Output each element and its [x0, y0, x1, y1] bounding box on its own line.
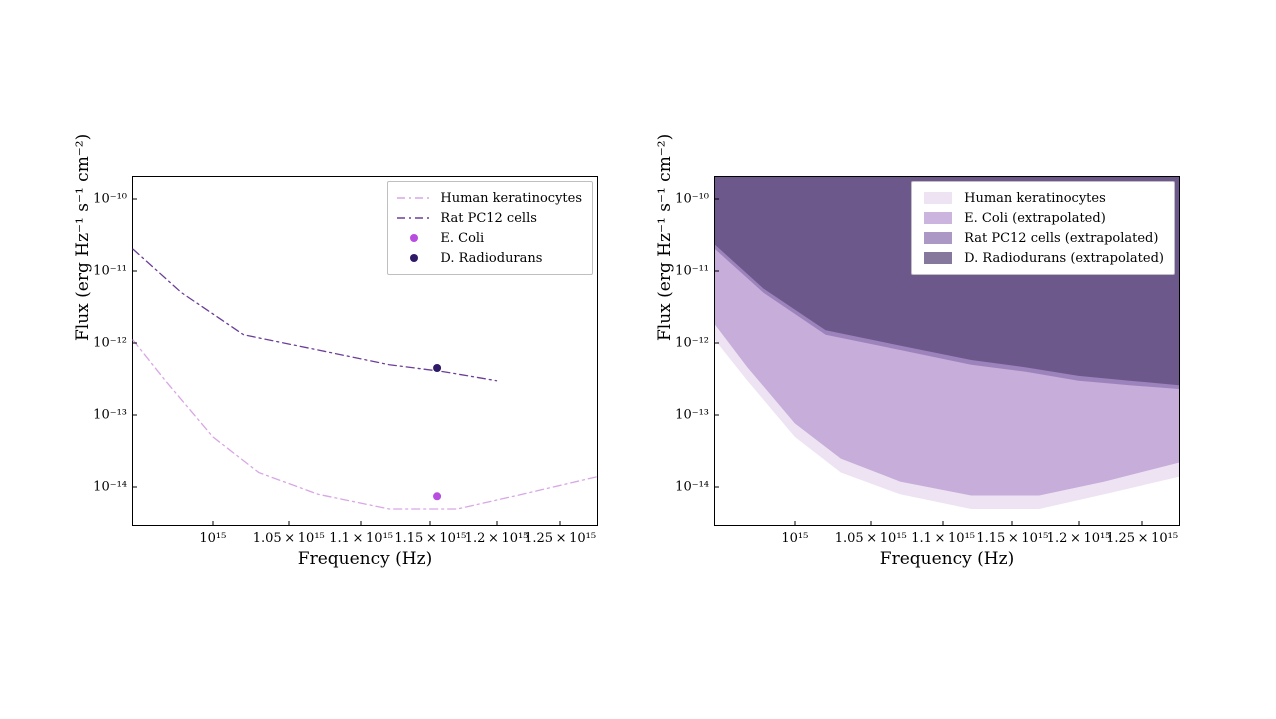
- figure: Frequency (Hz) Flux (erg Hz⁻¹ s⁻¹ cm⁻²) …: [0, 0, 1276, 719]
- legend-label: D. Radiodurans (extrapolated): [964, 251, 1164, 266]
- legend-patch-icon: [920, 251, 956, 265]
- xtick-label: 1.15 × 10¹⁵: [976, 531, 1048, 546]
- legend-line-icon: [396, 211, 432, 225]
- legend-patch-icon: [920, 231, 956, 245]
- xtick: [794, 521, 795, 526]
- legend-label: E. Coli (extrapolated): [964, 211, 1106, 226]
- left-panel: Frequency (Hz) Flux (erg Hz⁻¹ s⁻¹ cm⁻²) …: [132, 176, 596, 524]
- legend-label: D. Radiodurans: [440, 251, 542, 266]
- xtick-label: 1.25 × 10¹⁵: [1106, 531, 1178, 546]
- right-legend: Human keratinocytes E. Coli (extrapolated…: [911, 181, 1175, 275]
- legend-dot-icon: [396, 231, 432, 245]
- ytick-label: 10⁻¹²: [675, 335, 709, 350]
- legend-label: Human keratinocytes: [440, 191, 582, 206]
- ytick: [132, 270, 137, 271]
- right-ylabel: Flux (erg Hz⁻¹ s⁻¹ cm⁻²): [655, 134, 675, 341]
- xtick-label: 10¹⁵: [781, 531, 808, 546]
- xtick-label: 1.05 × 10¹⁵: [253, 531, 325, 546]
- ytick: [132, 415, 137, 416]
- ytick: [132, 342, 137, 343]
- right-panel: Frequency (Hz) Flux (erg Hz⁻¹ s⁻¹ cm⁻²) …: [714, 176, 1178, 524]
- legend-dot-icon: [396, 251, 432, 265]
- xtick-label: 1.2 × 10¹⁵: [1047, 531, 1111, 546]
- xtick-label: 10¹⁵: [199, 531, 226, 546]
- xtick: [560, 521, 561, 526]
- ytick-label: 10⁻¹⁰: [93, 191, 127, 206]
- ytick-label: 10⁻¹³: [93, 408, 127, 423]
- left-xlabel: Frequency (Hz): [298, 549, 432, 569]
- ytick-label: 10⁻¹⁴: [675, 480, 709, 495]
- ytick: [714, 342, 719, 343]
- legend-item: D. Radiodurans (extrapolated): [920, 248, 1164, 268]
- xtick: [288, 521, 289, 526]
- legend-item: E. Coli (extrapolated): [920, 208, 1164, 228]
- legend-label: Human keratinocytes: [964, 191, 1106, 206]
- xtick-label: 1.15 × 10¹⁵: [394, 531, 466, 546]
- ytick: [132, 487, 137, 488]
- xtick: [361, 521, 362, 526]
- ytick-label: 10⁻¹¹: [675, 263, 709, 278]
- xtick-label: 1.1 × 10¹⁵: [329, 531, 393, 546]
- xtick: [1012, 521, 1013, 526]
- legend-item: Human keratinocytes: [396, 188, 582, 208]
- ytick: [714, 415, 719, 416]
- xtick-label: 1.25 × 10¹⁵: [524, 531, 596, 546]
- xtick: [943, 521, 944, 526]
- legend-label: E. Coli: [440, 231, 484, 246]
- right-plot-area: Frequency (Hz) Flux (erg Hz⁻¹ s⁻¹ cm⁻²) …: [714, 176, 1180, 526]
- xtick: [212, 521, 213, 526]
- left-legend: Human keratinocytes Rat PC12 cells E. Coli…: [387, 181, 593, 275]
- series-point: [433, 492, 441, 500]
- ytick-label: 10⁻¹³: [675, 408, 709, 423]
- xtick-label: 1.05 × 10¹⁵: [835, 531, 907, 546]
- legend-patch-icon: [920, 211, 956, 225]
- right-xlabel: Frequency (Hz): [880, 549, 1014, 569]
- legend-item: D. Radiodurans: [396, 248, 582, 268]
- ytick-label: 10⁻¹¹: [93, 263, 127, 278]
- ytick: [714, 198, 719, 199]
- ytick-label: 10⁻¹²: [93, 335, 127, 350]
- legend-item: Rat PC12 cells (extrapolated): [920, 228, 1164, 248]
- legend-item: Rat PC12 cells: [396, 208, 582, 228]
- xtick: [870, 521, 871, 526]
- xtick: [1142, 521, 1143, 526]
- series-point: [433, 364, 441, 372]
- ytick-label: 10⁻¹⁴: [93, 480, 127, 495]
- ytick: [132, 198, 137, 199]
- legend-item: Human keratinocytes: [920, 188, 1164, 208]
- xtick: [1078, 521, 1079, 526]
- xtick: [430, 521, 431, 526]
- ytick-label: 10⁻¹⁰: [675, 191, 709, 206]
- left-plot-area: Frequency (Hz) Flux (erg Hz⁻¹ s⁻¹ cm⁻²) …: [132, 176, 598, 526]
- xtick: [496, 521, 497, 526]
- series-line: [133, 340, 597, 509]
- legend-patch-icon: [920, 191, 956, 205]
- legend-label: Rat PC12 cells: [440, 211, 537, 226]
- xtick-label: 1.2 × 10¹⁵: [465, 531, 529, 546]
- xtick-label: 1.1 × 10¹⁵: [911, 531, 975, 546]
- left-ylabel: Flux (erg Hz⁻¹ s⁻¹ cm⁻²): [73, 134, 93, 341]
- legend-item: E. Coli: [396, 228, 582, 248]
- legend-label: Rat PC12 cells (extrapolated): [964, 231, 1158, 246]
- ytick: [714, 270, 719, 271]
- legend-line-icon: [396, 191, 432, 205]
- ytick: [714, 487, 719, 488]
